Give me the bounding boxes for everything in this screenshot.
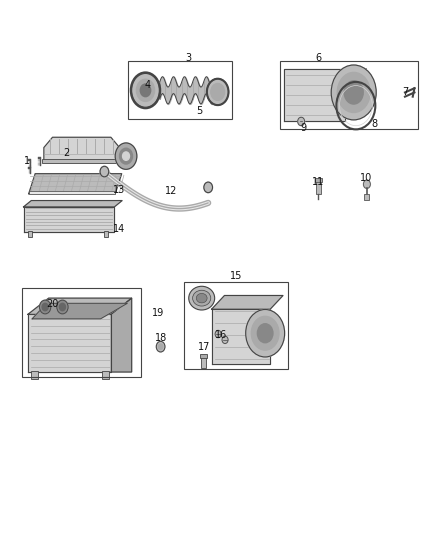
Text: 16: 16 xyxy=(215,330,227,340)
Bar xyxy=(128,61,232,119)
Circle shape xyxy=(39,300,51,314)
Bar xyxy=(316,179,321,193)
Circle shape xyxy=(215,330,221,338)
Bar xyxy=(315,178,322,182)
Ellipse shape xyxy=(196,293,207,303)
Text: 11: 11 xyxy=(312,177,325,187)
Bar xyxy=(42,159,122,163)
Polygon shape xyxy=(284,69,346,122)
Text: 2: 2 xyxy=(64,148,70,158)
Bar xyxy=(102,371,109,379)
Bar xyxy=(22,288,141,377)
Circle shape xyxy=(246,310,285,357)
Polygon shape xyxy=(24,200,122,207)
Polygon shape xyxy=(28,314,111,372)
Text: 5: 5 xyxy=(196,106,203,116)
Text: 12: 12 xyxy=(165,186,178,196)
Text: 18: 18 xyxy=(155,333,167,343)
Polygon shape xyxy=(44,138,120,161)
Ellipse shape xyxy=(193,290,211,306)
Circle shape xyxy=(132,74,159,107)
Polygon shape xyxy=(212,295,283,309)
Circle shape xyxy=(204,182,212,192)
Polygon shape xyxy=(212,309,270,364)
Bar xyxy=(31,371,38,379)
Text: 8: 8 xyxy=(371,119,378,129)
Circle shape xyxy=(60,303,66,311)
Circle shape xyxy=(207,79,229,105)
Bar xyxy=(29,191,115,193)
Ellipse shape xyxy=(189,286,215,310)
Polygon shape xyxy=(111,298,132,372)
Bar xyxy=(28,231,32,238)
Text: 7: 7 xyxy=(402,87,408,98)
Circle shape xyxy=(251,317,279,350)
Circle shape xyxy=(123,152,130,160)
Bar xyxy=(28,159,31,161)
Polygon shape xyxy=(29,174,122,193)
Circle shape xyxy=(136,79,155,101)
Bar xyxy=(200,354,207,358)
Text: 9: 9 xyxy=(300,123,307,133)
Bar xyxy=(364,193,370,200)
Text: 20: 20 xyxy=(46,300,59,310)
Polygon shape xyxy=(28,298,132,314)
Text: 19: 19 xyxy=(152,308,165,318)
Text: 10: 10 xyxy=(360,173,372,183)
Bar xyxy=(103,231,108,238)
Circle shape xyxy=(211,84,225,100)
Bar xyxy=(38,157,41,159)
Circle shape xyxy=(159,344,163,349)
Circle shape xyxy=(115,143,137,169)
Text: 17: 17 xyxy=(198,342,210,352)
Bar xyxy=(28,167,31,169)
Circle shape xyxy=(222,336,228,343)
Bar xyxy=(184,282,288,369)
Text: 6: 6 xyxy=(315,53,321,63)
Circle shape xyxy=(364,180,371,189)
Polygon shape xyxy=(24,207,114,232)
Circle shape xyxy=(156,342,165,352)
Circle shape xyxy=(298,117,304,126)
Text: 14: 14 xyxy=(113,223,125,233)
Text: 13: 13 xyxy=(113,185,126,195)
Text: 4: 4 xyxy=(145,79,151,90)
Bar xyxy=(201,356,206,368)
Polygon shape xyxy=(346,69,366,106)
Circle shape xyxy=(337,72,370,112)
Circle shape xyxy=(57,300,68,314)
Circle shape xyxy=(331,65,376,120)
Circle shape xyxy=(42,303,48,311)
Text: 3: 3 xyxy=(186,53,192,63)
Bar xyxy=(279,61,418,130)
Circle shape xyxy=(344,81,363,104)
Circle shape xyxy=(120,148,133,164)
Text: 1: 1 xyxy=(24,156,30,166)
Polygon shape xyxy=(32,303,127,319)
Circle shape xyxy=(140,84,151,96)
Text: 15: 15 xyxy=(230,271,243,281)
Circle shape xyxy=(258,324,273,343)
Circle shape xyxy=(100,166,109,177)
